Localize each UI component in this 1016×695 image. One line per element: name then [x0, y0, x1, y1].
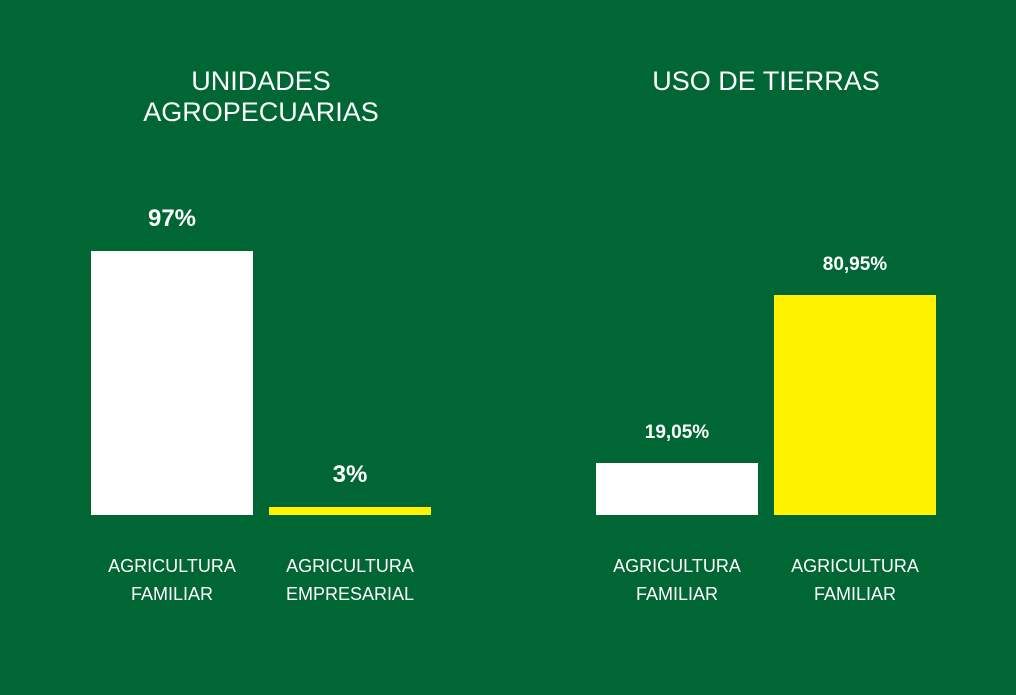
category-label: AGRICULTURA FAMILIAR	[613, 556, 741, 604]
value-label: 80,95%	[822, 253, 888, 275]
bar	[774, 294, 936, 515]
chart-title: UNIDADES AGROPECUARIAS	[143, 66, 379, 127]
bar	[596, 463, 758, 515]
value-label: 19,05%	[644, 422, 710, 444]
value-label: 3%	[332, 460, 368, 488]
bar	[269, 506, 431, 515]
value-label: 97%	[147, 205, 197, 233]
chart-title: USO DE TIERRAS	[652, 66, 880, 96]
category-label: AGRICULTURA EMPRESARIAL	[285, 556, 415, 604]
bar	[91, 251, 253, 515]
category-label: AGRICULTURA FAMILIAR	[108, 556, 236, 604]
category-label: AGRICULTURA FAMILIAR	[791, 556, 919, 604]
